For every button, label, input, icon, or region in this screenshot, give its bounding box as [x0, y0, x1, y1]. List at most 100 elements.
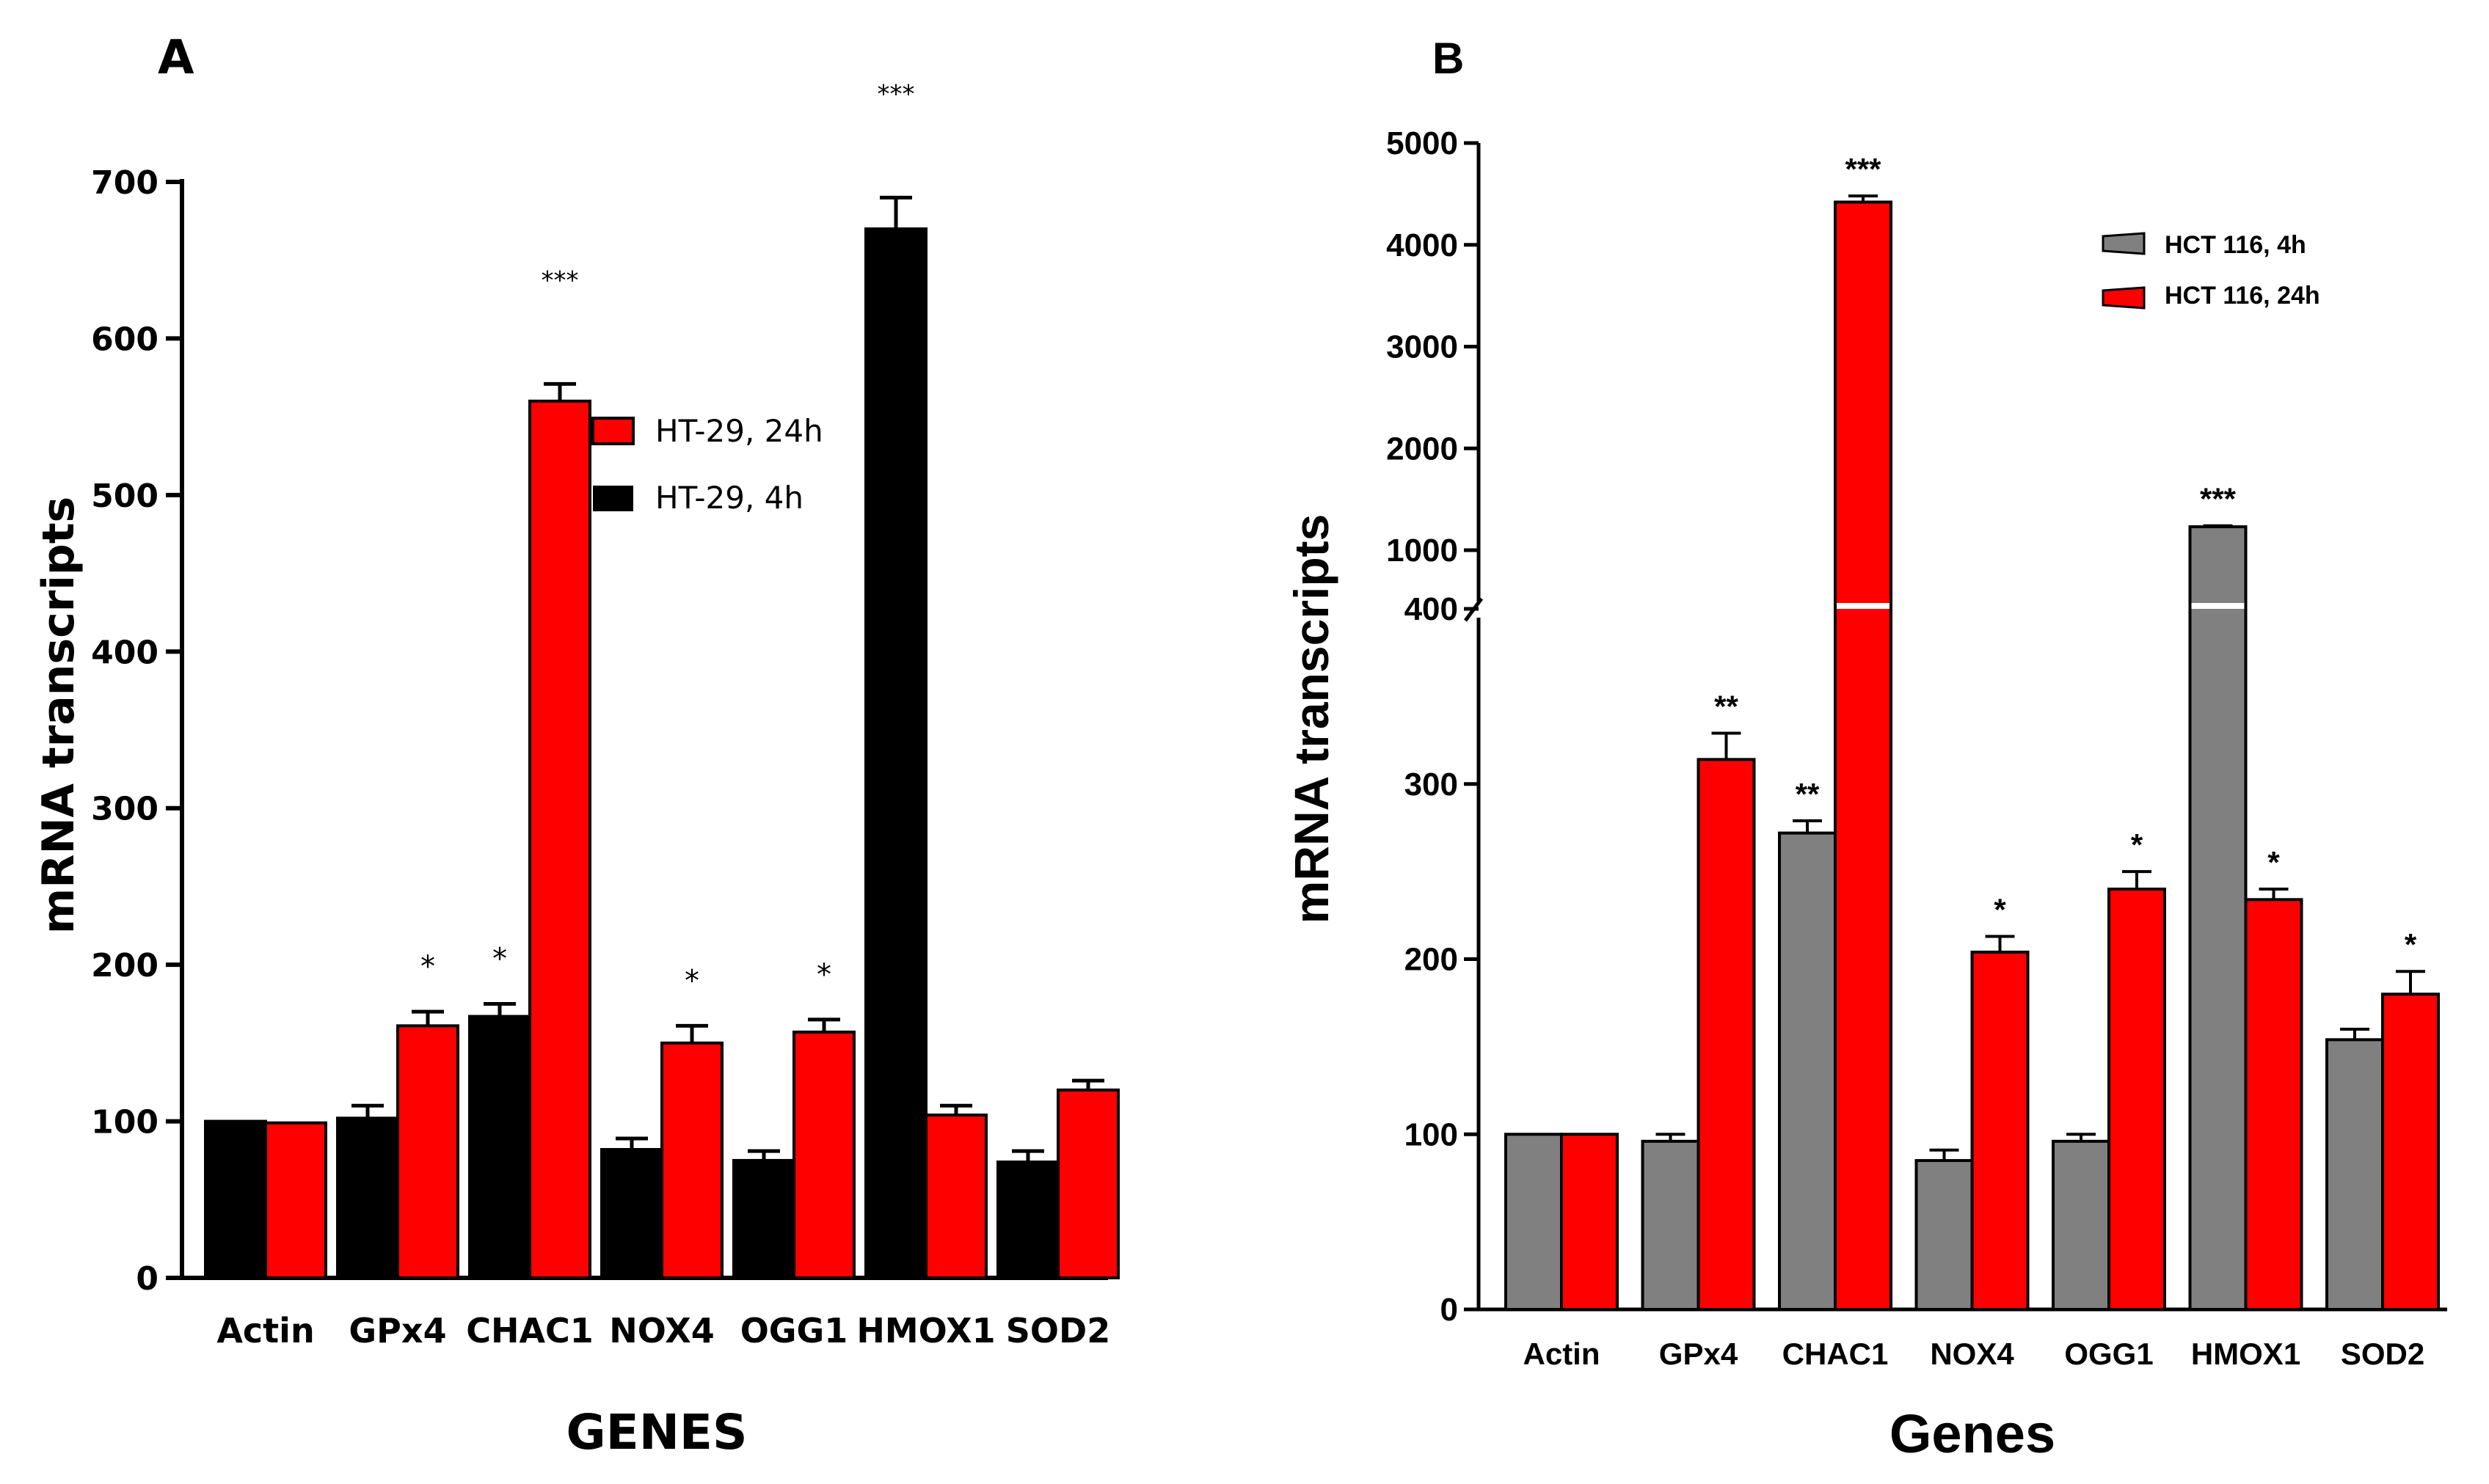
- bar-a-ht-29-4h-hmox1: [864, 227, 928, 1279]
- x-tick-label-a-ogg1: OGG1: [740, 1311, 848, 1350]
- panel-b-xlabel: Genes: [1889, 1403, 2055, 1464]
- bar-a-ht-29-24h-ogg1: [792, 1030, 856, 1279]
- panel-b-y-tick-label: 4000: [1386, 227, 1458, 263]
- bar-a-ht-29-24h-sod2: [1057, 1088, 1120, 1280]
- panel-a-y-tick-label: 400: [91, 634, 158, 671]
- x-tick-label-a-sod2: SOD2: [1006, 1311, 1110, 1350]
- x-tick-label-a-gpx4: GPx4: [349, 1311, 446, 1350]
- panel-b-y-tick-label: 0: [1440, 1292, 1458, 1328]
- bar-a-ht-29-24h-hmox1: [925, 1114, 988, 1280]
- panel-a-y-tick-label: 500: [91, 478, 158, 515]
- legend-swatch-hct116-24h: [2102, 286, 2146, 310]
- panel-b-y-tick-label: 2000: [1386, 431, 1458, 467]
- x-tick-label-a-actin: Actin: [216, 1311, 314, 1350]
- panel-b-x-tick-labels: Actin GPx4 CHAC1 NOX4 OGG1 HMOX1 SOD2: [1523, 1337, 2425, 1371]
- panel-a-y-tick-label: 700: [91, 164, 158, 202]
- panel-a-ylabel: mRNA transcripts: [33, 497, 84, 935]
- bar-b-hct-116-4h-actin: [1504, 1133, 1563, 1311]
- bar-b-hct-116-24h-actin: [1560, 1133, 1619, 1311]
- bar-b-hct-116-24h-ogg1: [2107, 888, 2166, 1311]
- x-tick-label-a-hmox1: HMOX1: [856, 1311, 995, 1350]
- significance-marker: *: [2131, 827, 2143, 862]
- panel-a-legend: HT-29, 24h HT-29, 4h: [591, 413, 823, 516]
- bar-b-hct-116-4h-nox4: [1914, 1159, 1974, 1311]
- panel-a-x-tick-labels: Actin GPx4 CHAC1 NOX4 OGG1 HMOX1 SOD2: [216, 1311, 1110, 1350]
- panel-b-y-tick-label: 1000: [1386, 533, 1458, 569]
- x-tick-label-b-nox4: NOX4: [1930, 1337, 2014, 1371]
- panel-a-label: A: [158, 31, 194, 85]
- panel-b-legend: HCT 116, 4h HCT 116, 24h: [2102, 231, 2320, 310]
- legend-label-hct116-4h: HCT 116, 4h: [2165, 231, 2306, 259]
- panel-b-y-tick-label: 100: [1404, 1116, 1458, 1152]
- x-tick-label-b-gpx4: GPx4: [1659, 1337, 1738, 1371]
- bar-b-hct-116-4h-sod2: [2325, 1038, 2384, 1311]
- bar-b-hct-116-24h-gpx4: [1697, 758, 1756, 1311]
- legend-label-ht29-4h: HT-29, 4h: [655, 480, 803, 516]
- bar-b-hct-116-24h-sod2: [2381, 993, 2440, 1311]
- bar-a-ht-29-24h-actin: [264, 1121, 327, 1279]
- panel-a-y-axis: 0 100 200 300 400 500 600 700: [91, 164, 1108, 1298]
- bar-b-hct-116-4h-chac1: [1778, 831, 1837, 1311]
- significance-marker: **: [1714, 690, 1738, 724]
- bar-b-hct-116-4h-hmox1: [2188, 525, 2248, 1311]
- x-tick-label-a-chac1: CHAC1: [466, 1311, 594, 1350]
- x-tick-label-b-chac1: CHAC1: [1782, 1337, 1889, 1371]
- significance-marker: *: [817, 958, 831, 992]
- panel-b-ylabel: mRNA transcripts: [1284, 514, 1338, 924]
- x-tick-label-a-nox4: NOX4: [609, 1311, 714, 1350]
- panel-a: A mRNA transcripts GENES 0 100 200 300 400 50…: [33, 31, 1120, 1461]
- bar-b-hct-116-24h-chac1: [1834, 200, 1892, 1312]
- legend-label-ht29-24h: HT-29, 24h: [655, 413, 823, 449]
- bar-a-ht-29-4h-chac1: [468, 1015, 531, 1280]
- panel-a-y-tick-label: 600: [91, 321, 158, 358]
- significance-marker: ***: [2200, 482, 2237, 516]
- significance-marker: *: [685, 964, 699, 998]
- panel-a-y-tick-label: 300: [91, 791, 158, 828]
- x-tick-label-b-ogg1: OGG1: [2064, 1337, 2153, 1371]
- bar-b-hct-116-24h-nox4: [1970, 950, 2030, 1311]
- bar-a-ht-29-24h-chac1: [528, 399, 591, 1279]
- significance-marker: *: [420, 950, 435, 984]
- panel-b-y-tick-label: 200: [1404, 942, 1458, 978]
- significance-marker: *: [492, 943, 507, 976]
- bar-a-ht-29-4h-ogg1: [732, 1158, 795, 1280]
- panel-a-bars: * ***** ****: [204, 79, 1120, 1280]
- panel-b-label: B: [1432, 34, 1464, 83]
- significance-marker: ***: [542, 266, 579, 295]
- legend-swatch-hct116-4h: [2102, 232, 2146, 255]
- panel-a-xlabel: GENES: [566, 1404, 747, 1461]
- bar-axis-break-gap: [1837, 603, 1889, 609]
- bar-a-ht-29-24h-gpx4: [396, 1024, 459, 1279]
- bar-a-ht-29-4h-actin: [204, 1119, 267, 1279]
- legend-label-hct116-24h: HCT 116, 24h: [2165, 282, 2320, 310]
- panel-b: B mRNA transcripts Genes 0 100 200 300 400 10…: [1284, 34, 2447, 1464]
- panel-b-y-tick-label: 3000: [1386, 329, 1458, 365]
- panel-b-y-tick-label: 300: [1404, 767, 1458, 803]
- legend-swatch-ht29-24h: [591, 417, 635, 445]
- significance-marker: ***: [1845, 152, 1881, 186]
- panel-b-y-tick-label: 400: [1404, 591, 1458, 627]
- panel-b-y-axis: 0 100 200 300 400 1000 2000 3000 4000 5000: [1386, 125, 2447, 1328]
- x-tick-label-b-actin: Actin: [1523, 1337, 1600, 1371]
- x-tick-label-b-sod2: SOD2: [2341, 1337, 2424, 1371]
- significance-marker: *: [1994, 892, 2006, 926]
- bar-axis-break-gap: [2191, 603, 2245, 609]
- legend-swatch-ht29-4h: [593, 486, 633, 511]
- significance-marker: *: [2405, 927, 2417, 962]
- panel-a-y-tick-label: 200: [91, 947, 158, 984]
- bar-b-hct-116-4h-ogg1: [2052, 1139, 2110, 1312]
- x-tick-label-b-hmox1: HMOX1: [2191, 1337, 2300, 1371]
- panel-b-y-tick-label: 5000: [1386, 125, 1458, 161]
- bar-a-ht-29-24h-nox4: [660, 1041, 724, 1280]
- bar-b-hct-116-24h-hmox1: [2244, 898, 2303, 1311]
- panel-a-y-tick-label: 0: [136, 1260, 158, 1298]
- significance-marker: ***: [878, 79, 915, 109]
- bar-a-ht-29-4h-nox4: [600, 1147, 663, 1279]
- bar-b-hct-116-4h-gpx4: [1641, 1139, 1700, 1312]
- bar-a-ht-29-4h-gpx4: [336, 1116, 399, 1279]
- significance-marker: **: [1796, 777, 1820, 811]
- panel-a-y-tick-label: 100: [91, 1104, 158, 1141]
- panel-b-bars: **************: [1504, 152, 2440, 1312]
